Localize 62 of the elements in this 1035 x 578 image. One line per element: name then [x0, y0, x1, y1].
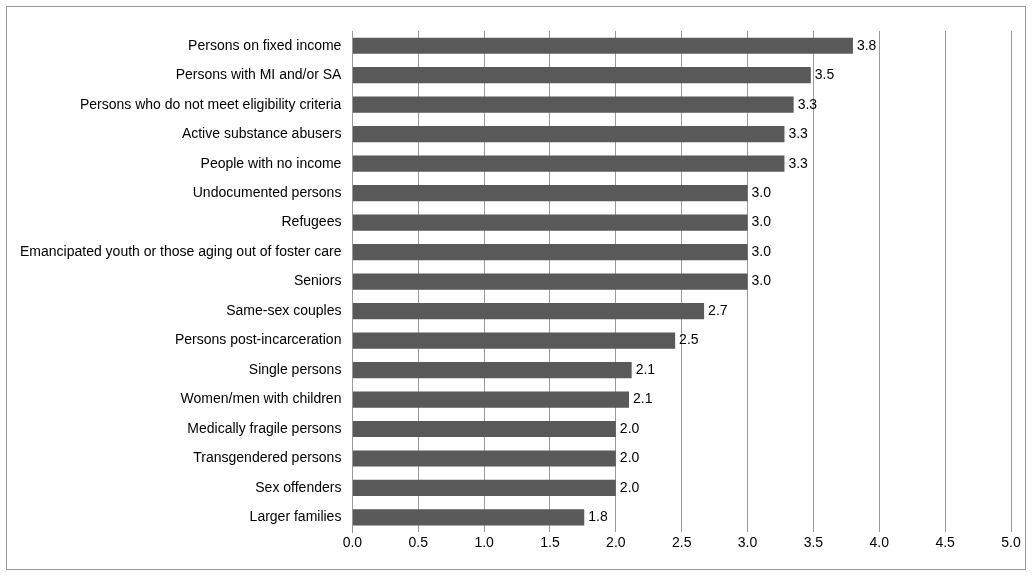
x-tick-label: 0.5 [408, 534, 429, 551]
data-label: 2.0 [619, 419, 640, 436]
y-tick-label: Undocumented persons [192, 184, 342, 201]
x-tick-label: 3.0 [737, 534, 758, 551]
bar [352, 332, 676, 349]
data-label: 3.0 [751, 184, 772, 201]
x-tick-label: 1.5 [540, 534, 560, 551]
x-tick-label: 2.0 [606, 534, 626, 551]
data-label: 2.0 [619, 478, 640, 495]
y-tick-label: Same-sex couples [226, 301, 342, 318]
bar [352, 37, 853, 54]
data-label: 2.7 [708, 301, 728, 318]
y-tick-label: Persons with MI and/or SA [175, 66, 343, 83]
y-tick-label: Transgendered persons [193, 449, 342, 466]
bar [352, 420, 616, 438]
data-label: 1.8 [588, 508, 608, 525]
bar [352, 479, 616, 497]
y-tick-label: Active substance abusers [181, 125, 342, 142]
x-tick-label: 4.5 [935, 534, 956, 551]
data-label: 3.0 [751, 272, 772, 289]
y-tick-label: Emancipated youth or those aging out of foster care [20, 242, 342, 259]
y-tick-label: Persons on fixed income [188, 36, 342, 53]
data-label: 3.0 [751, 242, 772, 259]
bar [352, 67, 811, 84]
data-label: 3.8 [856, 36, 877, 53]
data-label: 3.0 [751, 213, 772, 230]
data-label: 2.1 [635, 360, 656, 377]
y-tick-label: Persons who do not meet eligibility criteria [79, 95, 342, 112]
y-tick-label: People with no income [200, 154, 342, 171]
data-label: 3.3 [797, 95, 818, 112]
y-tick-label: Medically fragile persons [187, 419, 342, 436]
bar [352, 214, 748, 231]
y-tick-label: Larger families [249, 508, 342, 525]
x-tick-label: 2.5 [671, 534, 692, 551]
bar [352, 450, 616, 467]
data-label: 3.5 [814, 66, 835, 83]
y-tick-label: Single persons [248, 360, 342, 377]
bar [352, 244, 748, 261]
x-tick-label: 4.0 [869, 534, 890, 551]
x-tick-label: 1.0 [474, 534, 495, 551]
data-label: 3.3 [788, 125, 809, 142]
bar [352, 273, 748, 290]
x-tick-label: 3.5 [803, 534, 824, 551]
bar [352, 391, 630, 408]
bar [352, 509, 585, 526]
bar [352, 126, 785, 143]
bar [352, 361, 632, 379]
bar [352, 302, 705, 320]
data-label: 3.3 [788, 154, 809, 171]
y-tick-label: Seniors [293, 272, 342, 289]
y-tick-label: Refugees [281, 213, 342, 230]
data-label: 2.1 [633, 390, 653, 407]
bar [352, 185, 748, 202]
y-tick-label: Persons post-incarceration [174, 331, 342, 348]
y-tick-label: Sex offenders [255, 478, 342, 495]
data-label: 2.5 [679, 331, 699, 348]
x-tick-label: 0.0 [342, 534, 363, 551]
bar [352, 155, 785, 172]
bar [352, 96, 794, 113]
y-tick-label: Women/men with children [180, 390, 342, 407]
data-label: 2.0 [619, 449, 640, 466]
x-tick-label: 5.0 [1001, 534, 1021, 551]
